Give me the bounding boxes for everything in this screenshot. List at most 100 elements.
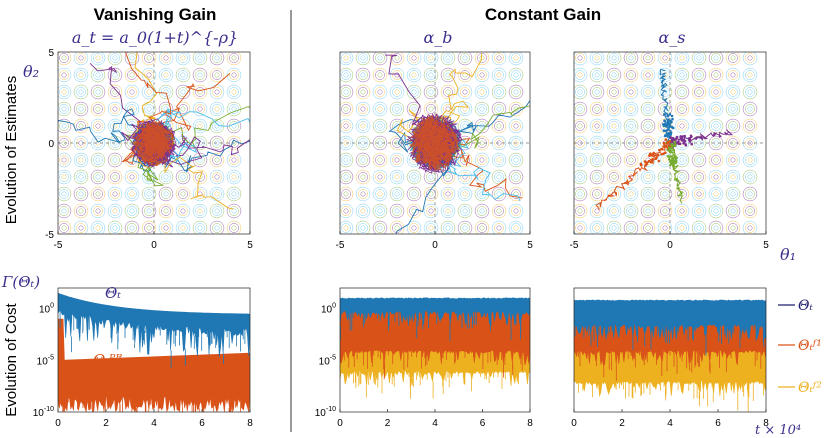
contour-ring bbox=[394, 89, 400, 95]
contour-ring bbox=[343, 106, 349, 112]
contour-ring bbox=[508, 169, 524, 185]
contour-ring bbox=[457, 220, 473, 234]
contour-ring bbox=[392, 189, 402, 199]
contour-ring bbox=[511, 206, 521, 216]
contour-ring bbox=[606, 152, 622, 168]
contour-ring bbox=[377, 225, 383, 231]
contour-ring bbox=[623, 52, 639, 66]
contour-ring bbox=[691, 67, 707, 83]
contour-ring bbox=[124, 169, 140, 185]
contour-ring bbox=[158, 169, 174, 185]
series-band-orange bbox=[58, 318, 250, 412]
contour-ring bbox=[124, 101, 140, 117]
contour-ring bbox=[657, 186, 673, 202]
contour-ring bbox=[341, 104, 351, 114]
contour-ring bbox=[406, 67, 422, 83]
contour-ring bbox=[195, 189, 205, 199]
contour-ring bbox=[677, 172, 687, 182]
contour-ring bbox=[377, 123, 383, 129]
contour-ring bbox=[343, 123, 349, 129]
contour-ring bbox=[460, 189, 470, 199]
contour-ring bbox=[341, 53, 351, 63]
contour-ring bbox=[73, 101, 89, 117]
contour-ring bbox=[513, 123, 519, 129]
estimate-panel-1: -5 0 5 5 0 -5 bbox=[45, 48, 253, 251]
contour-ring bbox=[611, 89, 617, 95]
contour-ring bbox=[340, 52, 354, 66]
contour-ring bbox=[375, 70, 385, 80]
contour-ring bbox=[212, 155, 222, 165]
contour-ring bbox=[112, 72, 118, 78]
contour-ring bbox=[340, 220, 354, 234]
contour-ring bbox=[623, 118, 639, 134]
contour-ring bbox=[460, 104, 470, 114]
contour-ring bbox=[146, 89, 152, 95]
annotation-theta-t: Θₜ bbox=[105, 284, 121, 302]
contour-ring bbox=[626, 87, 636, 97]
contour-ring bbox=[577, 208, 583, 214]
contour-ring bbox=[477, 223, 487, 233]
contour-ring bbox=[477, 70, 487, 80]
arm-point bbox=[657, 153, 660, 157]
contour-ring bbox=[574, 169, 588, 185]
contour-ring bbox=[180, 123, 186, 129]
contour-ring bbox=[606, 84, 622, 100]
contour-ring bbox=[76, 189, 86, 199]
contour-ring bbox=[409, 189, 419, 199]
header-vanishing-gain: Vanishing Gain bbox=[94, 5, 217, 24]
arm-point bbox=[668, 158, 671, 161]
contour-ring bbox=[112, 191, 118, 197]
contour-ring bbox=[127, 104, 137, 114]
contour-ring bbox=[78, 174, 84, 180]
contour-ring bbox=[609, 53, 619, 63]
contour-ring bbox=[375, 121, 385, 131]
x-tick-label: 0 bbox=[55, 418, 61, 429]
y-tick-label: 10-10 bbox=[33, 406, 54, 419]
contour-ring bbox=[212, 189, 222, 199]
contour-ring bbox=[662, 174, 668, 180]
contour-ring bbox=[93, 104, 103, 114]
contour-ring bbox=[643, 53, 653, 63]
contour-ring bbox=[679, 55, 685, 61]
contour-ring bbox=[511, 87, 521, 97]
contour-ring bbox=[389, 152, 405, 168]
contour-ring bbox=[146, 72, 152, 78]
contour-ring bbox=[158, 220, 174, 234]
contour-ring bbox=[426, 172, 436, 182]
contour-ring bbox=[58, 84, 72, 100]
contour-ring bbox=[640, 152, 656, 168]
contour-ring bbox=[226, 203, 242, 219]
contour-ring bbox=[508, 152, 524, 168]
contour-ring bbox=[730, 123, 736, 129]
contour-ring bbox=[389, 186, 405, 202]
arm-point bbox=[688, 140, 692, 143]
contour-ring bbox=[110, 172, 120, 182]
contour-ring bbox=[107, 52, 123, 66]
contour-ring bbox=[197, 123, 203, 129]
contour-ring bbox=[575, 121, 585, 131]
arm-point bbox=[673, 155, 677, 159]
contour-ring bbox=[440, 186, 456, 202]
contour-ring bbox=[175, 169, 191, 185]
contour-ring bbox=[355, 152, 371, 168]
contour-ring bbox=[443, 70, 453, 80]
contour-ring bbox=[127, 189, 137, 199]
arm-point bbox=[663, 113, 666, 116]
contour-ring bbox=[708, 52, 724, 66]
contour-ring bbox=[742, 220, 758, 234]
contour-ring bbox=[59, 223, 69, 233]
contour-ring bbox=[677, 206, 687, 216]
contour-ring bbox=[508, 203, 524, 219]
cost-plot-area bbox=[574, 299, 766, 412]
contour-ring bbox=[645, 208, 651, 214]
arm-point bbox=[675, 135, 679, 139]
contour-ring bbox=[129, 174, 135, 180]
contour-ring bbox=[696, 55, 702, 61]
contour-ring bbox=[496, 55, 502, 61]
contour-ring bbox=[691, 220, 707, 234]
contour-ring bbox=[494, 121, 504, 131]
contour-ring bbox=[511, 53, 521, 63]
x-tick-label: 0 bbox=[151, 240, 157, 251]
contour-ring bbox=[95, 225, 101, 231]
contour-ring bbox=[508, 67, 524, 83]
